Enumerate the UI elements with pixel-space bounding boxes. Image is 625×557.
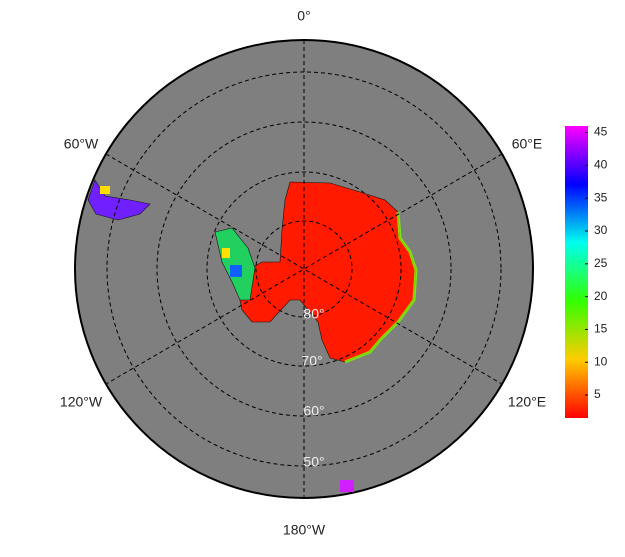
longitude-label: 60°E xyxy=(512,136,543,152)
colorbar-tick-label: 35 xyxy=(594,190,608,204)
latitude-label: 80° xyxy=(303,306,324,322)
peninsula xyxy=(214,227,256,301)
colorbar-tick-label: 30 xyxy=(594,223,608,237)
antarctica-edge xyxy=(344,211,418,364)
longitude-label: 120°E xyxy=(508,394,546,410)
longitude-label: 0° xyxy=(297,8,310,24)
land-cell xyxy=(230,265,242,277)
land-cell xyxy=(100,186,110,194)
latitude-label: 70° xyxy=(301,353,322,369)
meridian xyxy=(105,153,503,385)
map-disc xyxy=(74,39,534,499)
meridian xyxy=(105,153,503,385)
latitude-circle xyxy=(206,171,402,367)
latitude-circle xyxy=(156,121,452,417)
latitude-label: 60° xyxy=(303,403,324,419)
colorbar-tick-label: 40 xyxy=(594,158,608,172)
colorbar-tick-label: 45 xyxy=(594,125,608,139)
longitude-label: 60°W xyxy=(64,136,99,152)
longitude-label: 120°W xyxy=(60,394,103,410)
latitude-label: 50° xyxy=(303,454,324,470)
latitude-circle xyxy=(255,220,353,318)
colorbar-tick-label: 10 xyxy=(594,354,608,368)
colorbar-tick-label: 15 xyxy=(594,322,608,336)
longitude-label: 180°W xyxy=(283,522,326,538)
colorbar-tick-label: 5 xyxy=(594,387,601,401)
island xyxy=(340,480,354,492)
land-cell xyxy=(222,248,230,258)
colorbar xyxy=(565,126,588,418)
graticule xyxy=(105,40,503,498)
colorbar-tick-label: 25 xyxy=(594,256,608,270)
colorbar-tick-label: 20 xyxy=(594,289,608,303)
land xyxy=(87,179,418,492)
